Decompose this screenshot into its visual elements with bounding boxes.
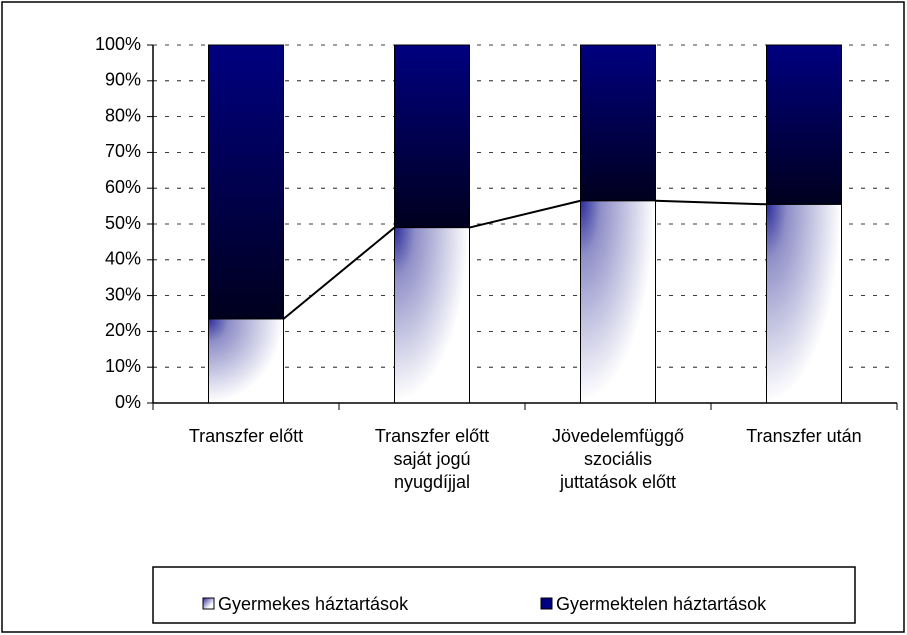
x-tick-label: Transzfer után (746, 426, 861, 446)
legend-label: Gyermekes háztartások (218, 594, 409, 614)
y-tick-label: 10% (105, 356, 141, 376)
y-tick-label: 70% (105, 141, 141, 161)
bar-segment (208, 318, 284, 404)
bar-segment (394, 44, 470, 229)
y-tick-label: 20% (105, 320, 141, 340)
series-line (655, 199, 767, 206)
x-tick-label: Transzfer előtt saját jogú nyugdíjjal (375, 426, 489, 492)
x-tick-label: Transzfer előtt (189, 426, 303, 446)
legend-swatch (540, 597, 553, 610)
series-line (469, 199, 581, 229)
bar-segment (208, 44, 284, 320)
y-tick-label: 30% (105, 284, 141, 304)
bar-segment (766, 44, 842, 205)
y-tick-label: 40% (105, 249, 141, 269)
bar-segment (580, 200, 656, 404)
y-tick-label: 90% (105, 70, 141, 90)
legend-box (152, 566, 856, 624)
x-tick-label: Jövedelemfüggő szociális juttatások előtt (552, 426, 684, 492)
y-tick-label: 50% (105, 213, 141, 233)
y-tick-label: 80% (105, 105, 141, 125)
legend-label: Gyermektelen háztartások (556, 594, 767, 614)
series-line (282, 226, 396, 320)
y-tick-label: 60% (105, 177, 141, 197)
legend-swatch (202, 597, 215, 610)
bar-segment (580, 44, 656, 202)
bar-segment (766, 203, 842, 404)
y-tick-label: 0% (115, 392, 141, 412)
bar-segment (394, 227, 470, 404)
y-tick-label: 100% (95, 34, 141, 54)
